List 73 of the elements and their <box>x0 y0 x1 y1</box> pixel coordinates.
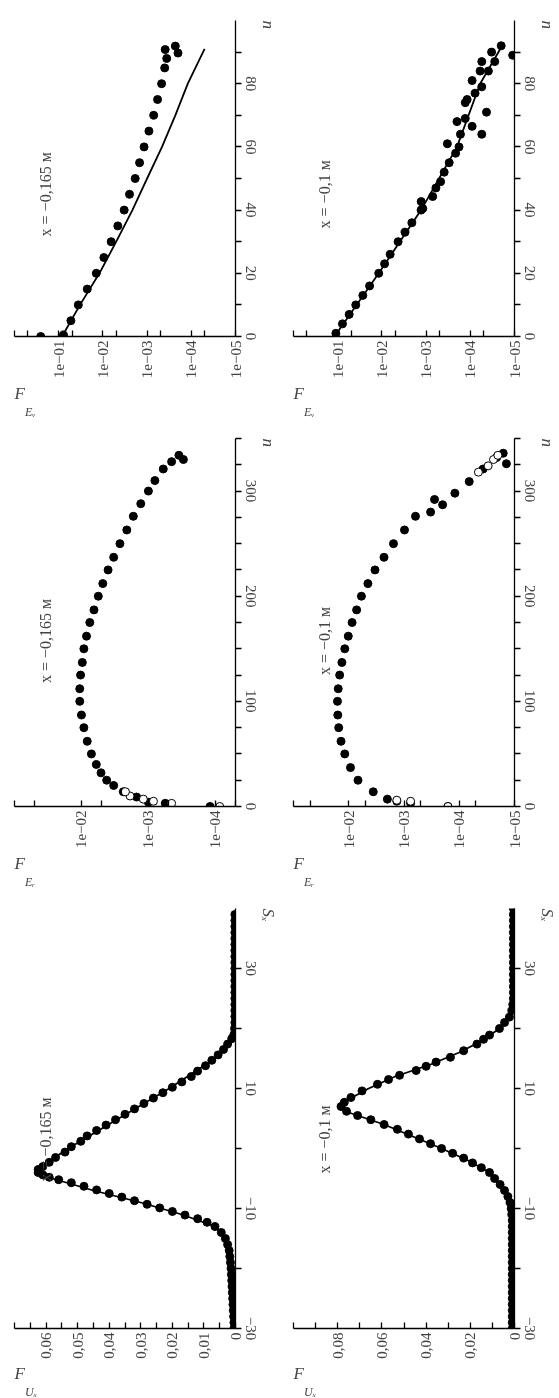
x-tick-label: 0,04 <box>101 1332 118 1359</box>
x-axis-title: FUₓ <box>292 1363 317 1398</box>
y-tick-label: −30 <box>521 1316 538 1341</box>
x-tick-label: 1e−03 <box>140 810 157 849</box>
y-tick-label: 100 <box>521 690 538 713</box>
y-tick-label: 40 <box>242 202 259 218</box>
y-axis-title: Sₓ <box>537 908 557 922</box>
y-tick-label: 30 <box>521 961 538 976</box>
x-axis-title: FEᵣ <box>292 853 315 889</box>
x-tick-label: 1e−02 <box>94 340 111 379</box>
x-tick-label: 0,04 <box>418 1332 435 1359</box>
x-axis-title: FUₓ <box>13 1363 38 1398</box>
y-tick-label: 60 <box>242 139 259 155</box>
x-axis-title: FEᵣ <box>13 853 36 889</box>
x-tick-label: 0,03 <box>132 1332 149 1359</box>
y-tick-label: 0 <box>521 332 538 341</box>
y-tick-label: 80 <box>242 76 259 92</box>
annotation: x = −0,1 м <box>315 1105 333 1174</box>
x-tick-label: 0,02 <box>462 1332 479 1359</box>
x-tick-label: 1e−04 <box>462 340 479 379</box>
annotation: x = −0,165 м <box>36 1097 54 1182</box>
y-tick-label: −10 <box>521 1196 538 1221</box>
x-tick-label: 1e−05 <box>506 340 523 379</box>
y-tick-label: 0 <box>242 332 259 341</box>
y-axis-title: n <box>537 438 557 447</box>
x-tick-label: 1e−01 <box>50 340 67 379</box>
x-axis-title: FEᵥ <box>13 383 36 419</box>
x-tick-label: 0,06 <box>373 1332 390 1359</box>
y-axis-title: n <box>537 20 557 29</box>
x-tick-label: 0 <box>506 1332 523 1340</box>
y-tick-label: 30 <box>242 961 259 976</box>
x-tick-label: 0,01 <box>195 1332 212 1359</box>
x-tick-label: 0 <box>227 1332 244 1340</box>
x-tick-label: 0,05 <box>69 1332 86 1359</box>
y-tick-label: 300 <box>521 479 538 503</box>
y-tick-label: 10 <box>521 1081 538 1096</box>
annotation: x = −0,165 м <box>36 598 54 683</box>
y-axis-title: n <box>258 20 278 29</box>
x-tick-label: 1e−02 <box>73 810 90 849</box>
x-axis-title: FEᵥ <box>292 383 315 419</box>
x-tick-label: 1e−03 <box>139 340 156 379</box>
y-axis-title: Sₓ <box>258 908 278 922</box>
x-tick-label: 1e−05 <box>506 810 523 849</box>
x-tick-label: 0,02 <box>164 1332 181 1359</box>
y-tick-label: −30 <box>242 1316 259 1341</box>
x-tick-label: 0,08 <box>329 1332 346 1359</box>
x-tick-label: 1e−01 <box>329 340 346 379</box>
y-tick-label: 200 <box>242 584 259 608</box>
y-tick-label: 0 <box>521 802 538 811</box>
y-tick-label: 40 <box>521 202 538 218</box>
x-tick-label: 1e−05 <box>227 340 244 379</box>
x-tick-label: 1e−03 <box>418 340 435 379</box>
x-tick-label: 1e−02 <box>340 810 357 849</box>
x-tick-label: 1e−04 <box>207 810 224 849</box>
y-tick-label: 20 <box>242 265 259 281</box>
x-tick-label: 1e−04 <box>183 340 200 379</box>
y-tick-label: 80 <box>521 76 538 92</box>
x-tick-label: 1e−03 <box>396 810 412 849</box>
y-tick-label: 60 <box>521 139 538 155</box>
y-tick-label: 10 <box>242 1081 259 1096</box>
y-tick-label: 100 <box>242 690 259 713</box>
x-tick-label: 1e−02 <box>373 340 390 379</box>
annotation: x = −0,1 м <box>315 160 333 229</box>
y-axis-title: n <box>258 438 278 447</box>
annotation: x = −0,1 м <box>315 606 333 675</box>
y-tick-label: −10 <box>242 1196 259 1221</box>
x-tick-label: 1e−04 <box>451 810 468 849</box>
y-tick-label: 300 <box>242 479 259 503</box>
y-tick-label: 200 <box>521 584 538 608</box>
x-tick-label: 0,06 <box>38 1332 55 1359</box>
annotation: x = −0,165 м <box>36 152 54 237</box>
y-tick-label: 0 <box>242 802 259 811</box>
y-tick-label: 20 <box>521 265 538 281</box>
